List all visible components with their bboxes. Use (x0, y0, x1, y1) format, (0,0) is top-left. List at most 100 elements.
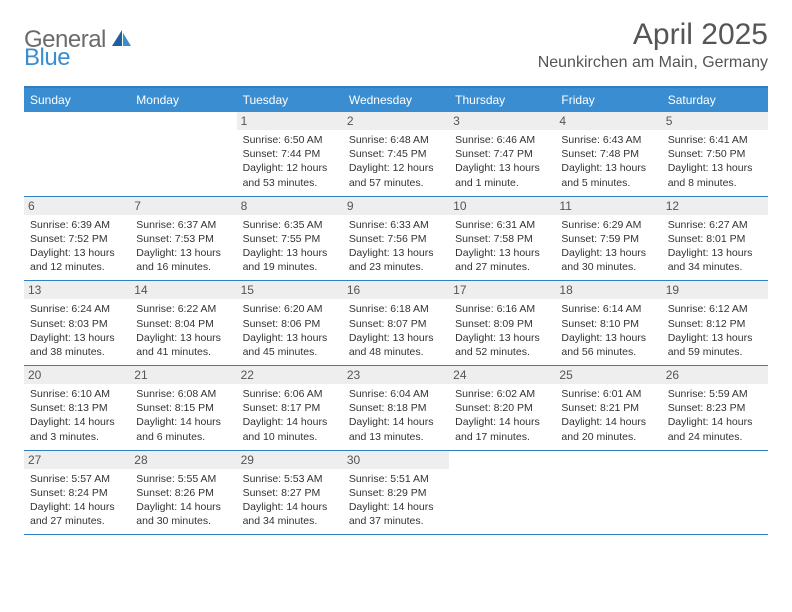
daylight-text: and 56 minutes. (561, 345, 655, 359)
day-cell: 28Sunrise: 5:55 AMSunset: 8:26 PMDayligh… (130, 451, 236, 535)
sunset-text: Sunset: 8:09 PM (455, 317, 549, 331)
daylight-text: and 13 minutes. (349, 430, 443, 444)
sunset-text: Sunset: 8:04 PM (136, 317, 230, 331)
daylight-text: and 41 minutes. (136, 345, 230, 359)
daylight-text: Daylight: 13 hours (243, 331, 337, 345)
day-number: 3 (449, 112, 555, 130)
day-number: 28 (130, 451, 236, 469)
day-cell: 15 Sunrise: 6:20 AMSunset: 8:06 PMDayligh… (237, 281, 343, 365)
daylight-text: and 8 minutes. (668, 176, 762, 190)
sunset-text: Sunset: 8:24 PM (30, 486, 124, 500)
sunset-text: Sunset: 7:59 PM (561, 232, 655, 246)
day-number: 6 (24, 197, 130, 215)
sunset-text: Sunset: 7:53 PM (136, 232, 230, 246)
dow-cell: Sunday (24, 88, 130, 112)
sunrise-text: Sunrise: 6:06 AM (243, 387, 337, 401)
sunrise-text: Sunrise: 6:43 AM (561, 133, 655, 147)
sunset-text: Sunset: 8:20 PM (455, 401, 549, 415)
day-cell: 30Sunrise: 5:51 AMSunset: 8:29 PMDayligh… (343, 451, 449, 535)
daylight-text: Daylight: 13 hours (243, 246, 337, 260)
day-cell: 5Sunrise: 6:41 AMSunset: 7:50 PMDaylight… (662, 112, 768, 196)
day-cell: 12Sunrise: 6:27 AMSunset: 8:01 PMDayligh… (662, 197, 768, 281)
sunrise-text: Sunrise: 6:01 AM (561, 387, 655, 401)
title-block: April 2025 Neunkirchen am Main, Germany (538, 18, 768, 72)
sunset-text: Sunset: 8:15 PM (136, 401, 230, 415)
day-number: 25 (555, 366, 661, 384)
daylight-text: and 20 minutes. (561, 430, 655, 444)
daylight-text: and 45 minutes. (243, 345, 337, 359)
day-number: 24 (449, 366, 555, 384)
daylight-text: and 52 minutes. (455, 345, 549, 359)
sunrise-text: Sunrise: 5:57 AM (30, 472, 124, 486)
daylight-text: Daylight: 14 hours (349, 500, 443, 514)
day-number: 15 (237, 281, 343, 299)
daylight-text: and 24 minutes. (668, 430, 762, 444)
sunrise-text: Sunrise: 6:04 AM (349, 387, 443, 401)
day-cell: 13Sunrise: 6:24 AMSunset: 8:03 PMDayligh… (24, 281, 130, 365)
day-cell: 26Sunrise: 5:59 AMSunset: 8:23 PMDayligh… (662, 366, 768, 450)
sunset-text: Sunset: 7:48 PM (561, 147, 655, 161)
sunrise-text: Sunrise: 6:22 AM (136, 302, 230, 316)
daylight-text: and 5 minutes. (561, 176, 655, 190)
sunrise-text: Sunrise: 6:12 AM (668, 302, 762, 316)
daylight-text: Daylight: 14 hours (561, 415, 655, 429)
sunset-text: Sunset: 8:17 PM (243, 401, 337, 415)
logo-text-blue: Blue (24, 44, 70, 71)
daylight-text: and 23 minutes. (349, 260, 443, 274)
sunset-text: Sunset: 7:45 PM (349, 147, 443, 161)
day-cell: 2Sunrise: 6:48 AMSunset: 7:45 PMDaylight… (343, 112, 449, 196)
sunset-text: Sunset: 8:07 PM (349, 317, 443, 331)
day-cell: 24Sunrise: 6:02 AMSunset: 8:20 PMDayligh… (449, 366, 555, 450)
week-row: 6Sunrise: 6:39 AMSunset: 7:52 PMDaylight… (24, 197, 768, 282)
day-of-week-row: SundayMondayTuesdayWednesdayThursdayFrid… (24, 88, 768, 112)
day-number: 23 (343, 366, 449, 384)
sunset-text: Sunset: 7:55 PM (243, 232, 337, 246)
daylight-text: and 3 minutes. (30, 430, 124, 444)
sunset-text: Sunset: 8:26 PM (136, 486, 230, 500)
daylight-text: and 27 minutes. (455, 260, 549, 274)
sunrise-text: Sunrise: 6:02 AM (455, 387, 549, 401)
day-cell: 6 Sunrise: 6:39 AMSunset: 7:52 PMDaylight… (24, 197, 130, 281)
daylight-text: Daylight: 13 hours (30, 246, 124, 260)
sunset-text: Sunset: 8:03 PM (30, 317, 124, 331)
dow-cell: Tuesday (237, 88, 343, 112)
empty-day-cell (662, 451, 768, 535)
daylight-text: Daylight: 14 hours (30, 415, 124, 429)
day-number: 21 (130, 366, 236, 384)
dow-cell: Thursday (449, 88, 555, 112)
day-number: 19 (662, 281, 768, 299)
day-cell: 25 Sunrise: 6:01 AMSunset: 8:21 PMDayligh… (555, 366, 661, 450)
daylight-text: and 12 minutes. (30, 260, 124, 274)
day-number: 10 (449, 197, 555, 215)
daylight-text: Daylight: 13 hours (561, 331, 655, 345)
sunrise-text: Sunrise: 5:59 AM (668, 387, 762, 401)
day-cell: 23Sunrise: 6:04 AMSunset: 8:18 PMDayligh… (343, 366, 449, 450)
day-number: 17 (449, 281, 555, 299)
sunset-text: Sunset: 7:58 PM (455, 232, 549, 246)
sunrise-text: Sunrise: 6:37 AM (136, 218, 230, 232)
day-cell: 11Sunrise: 6:29 AMSunset: 7:59 PMDayligh… (555, 197, 661, 281)
sunrise-text: Sunrise: 6:20 AM (243, 302, 337, 316)
sunset-text: Sunset: 8:18 PM (349, 401, 443, 415)
week-row: 13Sunrise: 6:24 AMSunset: 8:03 PMDayligh… (24, 281, 768, 366)
day-cell: 1Sunrise: 6:50 AMSunset: 7:44 PMDaylight… (237, 112, 343, 196)
sunset-text: Sunset: 8:12 PM (668, 317, 762, 331)
day-cell: 14Sunrise: 6:22 AMSunset: 8:04 PMDayligh… (130, 281, 236, 365)
sunrise-text: Sunrise: 5:53 AM (243, 472, 337, 486)
day-number: 11 (555, 197, 661, 215)
sunrise-text: Sunrise: 5:55 AM (136, 472, 230, 486)
sunrise-text: Sunrise: 6:39 AM (30, 218, 124, 232)
sunset-text: Sunset: 7:44 PM (243, 147, 337, 161)
sunset-text: Sunset: 8:21 PM (561, 401, 655, 415)
day-number: 14 (130, 281, 236, 299)
sunrise-text: Sunrise: 6:08 AM (136, 387, 230, 401)
sunrise-text: Sunrise: 6:48 AM (349, 133, 443, 147)
sunrise-text: Sunrise: 6:18 AM (349, 302, 443, 316)
daylight-text: and 30 minutes. (136, 514, 230, 528)
day-number: 26 (662, 366, 768, 384)
sunset-text: Sunset: 7:47 PM (455, 147, 549, 161)
sunset-text: Sunset: 8:06 PM (243, 317, 337, 331)
sunrise-text: Sunrise: 6:46 AM (455, 133, 549, 147)
sunset-text: Sunset: 7:52 PM (30, 232, 124, 246)
daylight-text: and 1 minute. (455, 176, 549, 190)
